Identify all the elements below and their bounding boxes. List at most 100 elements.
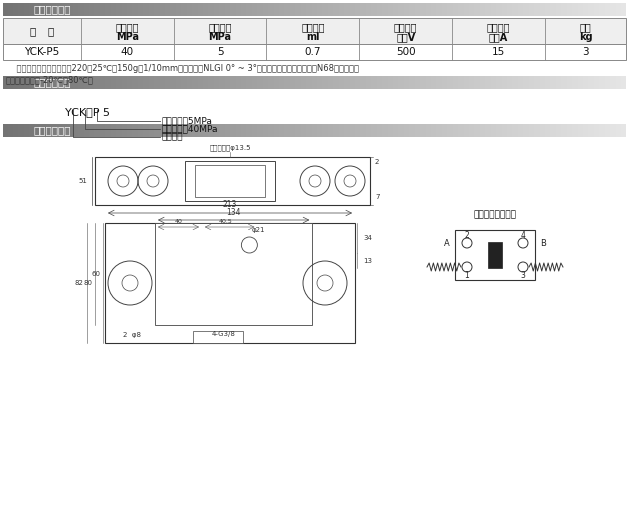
Bar bbox=[305, 3, 306, 16]
Bar bbox=[197, 76, 198, 89]
Bar bbox=[388, 76, 389, 89]
Bar bbox=[609, 3, 610, 16]
Bar bbox=[347, 3, 348, 16]
Bar bbox=[343, 124, 344, 137]
Bar bbox=[3, 44, 626, 60]
Bar bbox=[429, 3, 430, 16]
Bar bbox=[544, 3, 545, 16]
Bar bbox=[584, 3, 585, 16]
Bar bbox=[535, 124, 536, 137]
Bar bbox=[147, 124, 148, 137]
Bar bbox=[460, 3, 461, 16]
Bar bbox=[568, 76, 569, 89]
Bar bbox=[199, 76, 200, 89]
Bar bbox=[179, 76, 180, 89]
Bar bbox=[416, 3, 417, 16]
Bar bbox=[602, 3, 603, 16]
Bar bbox=[167, 76, 168, 89]
Bar bbox=[581, 3, 582, 16]
Bar bbox=[44, 124, 45, 137]
Bar bbox=[362, 76, 363, 89]
Bar bbox=[428, 76, 429, 89]
Bar bbox=[433, 124, 434, 137]
Bar bbox=[326, 3, 327, 16]
Bar bbox=[303, 124, 304, 137]
Bar bbox=[85, 124, 86, 137]
Bar bbox=[16, 76, 17, 89]
Bar bbox=[478, 124, 479, 137]
Bar bbox=[231, 3, 232, 16]
Bar bbox=[290, 3, 291, 16]
Bar bbox=[195, 165, 265, 197]
Bar bbox=[160, 76, 161, 89]
Bar bbox=[169, 124, 170, 137]
Bar bbox=[355, 124, 356, 137]
Bar bbox=[6, 76, 7, 89]
Bar bbox=[83, 124, 84, 137]
Bar bbox=[274, 124, 275, 137]
Bar bbox=[19, 76, 20, 89]
Bar bbox=[576, 3, 577, 16]
Bar bbox=[580, 124, 581, 137]
Bar bbox=[518, 76, 519, 89]
Bar bbox=[115, 3, 116, 16]
Bar bbox=[403, 3, 404, 16]
Bar bbox=[48, 3, 49, 16]
Bar bbox=[400, 3, 401, 16]
Bar bbox=[376, 3, 377, 16]
Text: 电压V: 电压V bbox=[396, 32, 415, 42]
Bar bbox=[578, 124, 579, 137]
Bar bbox=[227, 76, 228, 89]
Bar bbox=[134, 76, 135, 89]
Bar bbox=[492, 76, 493, 89]
Bar bbox=[625, 76, 626, 89]
Bar bbox=[220, 76, 221, 89]
Bar bbox=[8, 124, 9, 137]
Bar bbox=[23, 124, 24, 137]
Bar bbox=[187, 124, 188, 137]
Bar bbox=[244, 76, 245, 89]
Bar bbox=[279, 124, 280, 137]
Bar bbox=[360, 76, 361, 89]
Bar bbox=[82, 3, 83, 16]
Bar bbox=[445, 3, 446, 16]
Bar bbox=[152, 3, 153, 16]
Bar bbox=[287, 124, 288, 137]
Bar bbox=[603, 76, 604, 89]
Bar bbox=[495, 124, 496, 137]
Bar bbox=[402, 76, 403, 89]
Bar bbox=[449, 124, 450, 137]
Bar bbox=[58, 76, 59, 89]
Bar bbox=[429, 124, 430, 137]
Bar bbox=[192, 331, 243, 343]
Bar bbox=[318, 124, 319, 137]
Bar bbox=[110, 124, 111, 137]
Bar bbox=[92, 124, 93, 137]
Bar bbox=[186, 3, 187, 16]
Bar bbox=[539, 124, 540, 137]
Bar bbox=[368, 76, 369, 89]
Bar bbox=[392, 124, 393, 137]
Bar bbox=[88, 124, 89, 137]
Bar bbox=[148, 124, 149, 137]
Bar bbox=[112, 3, 113, 16]
Bar bbox=[386, 124, 387, 137]
Bar bbox=[106, 124, 107, 137]
Bar bbox=[417, 76, 418, 89]
Bar bbox=[457, 124, 458, 137]
Bar bbox=[99, 124, 100, 137]
Bar bbox=[310, 3, 311, 16]
Bar bbox=[153, 124, 154, 137]
Bar bbox=[495, 3, 496, 16]
Bar bbox=[480, 124, 481, 137]
Bar bbox=[466, 76, 467, 89]
Bar bbox=[526, 124, 527, 137]
Bar bbox=[113, 76, 114, 89]
Bar bbox=[526, 76, 527, 89]
Bar bbox=[246, 76, 247, 89]
Bar bbox=[309, 3, 310, 16]
Bar bbox=[267, 124, 268, 137]
Bar bbox=[147, 3, 148, 16]
Bar bbox=[5, 124, 6, 137]
Bar bbox=[578, 3, 579, 16]
